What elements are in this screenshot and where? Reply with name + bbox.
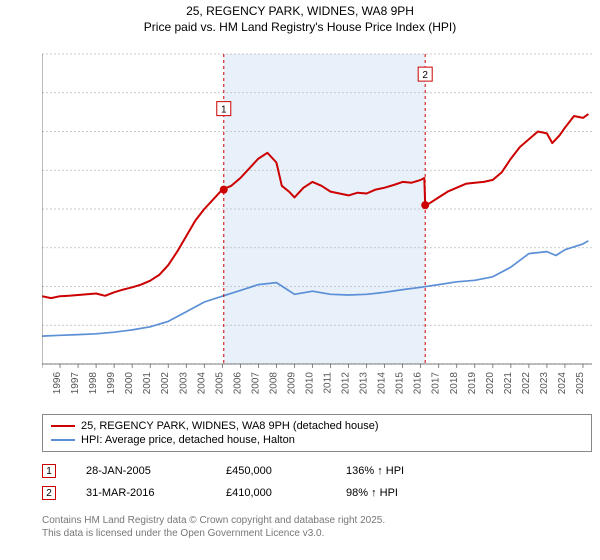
annotation-marker: 1 <box>42 464 56 478</box>
annotation-table: 1 28-JAN-2005 £450,000 136% ↑ HPI 2 31-M… <box>42 460 436 504</box>
svg-text:1997: 1997 <box>70 372 81 395</box>
svg-text:1998: 1998 <box>88 372 99 395</box>
svg-text:2002: 2002 <box>160 372 171 395</box>
annotation-price: £410,000 <box>226 487 316 499</box>
chart-svg: £0£100K£200K£300K£400K£500K£600K£700K£80… <box>42 44 592 404</box>
legend-swatch <box>51 425 75 427</box>
footer-line2: This data is licensed under the Open Gov… <box>42 527 385 540</box>
footer-line1: Contains HM Land Registry data © Crown c… <box>42 514 385 527</box>
svg-text:2004: 2004 <box>196 372 207 395</box>
annotation-price: £450,000 <box>226 465 316 477</box>
svg-text:2013: 2013 <box>359 372 370 395</box>
annotation-marker: 2 <box>42 486 56 500</box>
svg-text:1996: 1996 <box>52 372 63 395</box>
chart-container: 25, REGENCY PARK, WIDNES, WA8 9PH Price … <box>0 0 600 560</box>
svg-text:2: 2 <box>422 70 428 81</box>
legend-label: 25, REGENCY PARK, WIDNES, WA8 9PH (detac… <box>81 420 379 432</box>
svg-text:2018: 2018 <box>449 372 460 395</box>
svg-text:2009: 2009 <box>286 372 297 395</box>
annotation-row: 2 31-MAR-2016 £410,000 98% ↑ HPI <box>42 482 436 504</box>
svg-text:2005: 2005 <box>214 372 225 395</box>
svg-text:2022: 2022 <box>521 372 532 395</box>
annotation-hpi: 98% ↑ HPI <box>346 487 436 499</box>
legend-swatch <box>51 439 75 441</box>
chart-area: £0£100K£200K£300K£400K£500K£600K£700K£80… <box>42 44 592 404</box>
svg-text:2014: 2014 <box>377 372 388 395</box>
svg-text:2019: 2019 <box>467 372 478 395</box>
svg-text:2023: 2023 <box>539 372 550 395</box>
title-block: 25, REGENCY PARK, WIDNES, WA8 9PH Price … <box>0 0 600 35</box>
svg-text:2025: 2025 <box>575 372 586 395</box>
svg-text:2011: 2011 <box>323 372 334 394</box>
annotation-hpi: 136% ↑ HPI <box>346 465 436 477</box>
svg-text:2010: 2010 <box>304 372 315 395</box>
svg-text:2020: 2020 <box>485 372 496 395</box>
annotation-date: 28-JAN-2005 <box>86 465 196 477</box>
svg-text:2016: 2016 <box>413 372 424 395</box>
svg-text:2021: 2021 <box>503 372 514 395</box>
legend: 25, REGENCY PARK, WIDNES, WA8 9PH (detac… <box>42 414 592 452</box>
svg-text:2003: 2003 <box>178 372 189 395</box>
legend-label: HPI: Average price, detached house, Halt… <box>81 434 295 446</box>
svg-text:2001: 2001 <box>142 372 153 395</box>
title-address: 25, REGENCY PARK, WIDNES, WA8 9PH <box>0 4 600 20</box>
svg-text:2017: 2017 <box>431 372 442 395</box>
svg-text:1: 1 <box>221 105 227 116</box>
footer: Contains HM Land Registry data © Crown c… <box>42 514 385 540</box>
legend-item: 25, REGENCY PARK, WIDNES, WA8 9PH (detac… <box>51 419 583 433</box>
svg-text:2008: 2008 <box>268 372 279 395</box>
annotation-row: 1 28-JAN-2005 £450,000 136% ↑ HPI <box>42 460 436 482</box>
legend-item: HPI: Average price, detached house, Halt… <box>51 433 583 447</box>
svg-text:2012: 2012 <box>341 372 352 395</box>
svg-text:2000: 2000 <box>124 372 135 395</box>
svg-text:2015: 2015 <box>395 372 406 395</box>
title-subtitle: Price paid vs. HM Land Registry's House … <box>0 20 600 36</box>
svg-text:2024: 2024 <box>557 372 568 395</box>
svg-text:2007: 2007 <box>250 372 261 395</box>
annotation-date: 31-MAR-2016 <box>86 487 196 499</box>
svg-text:2006: 2006 <box>232 372 243 395</box>
svg-text:1995: 1995 <box>42 372 45 395</box>
svg-text:1999: 1999 <box>106 372 117 395</box>
